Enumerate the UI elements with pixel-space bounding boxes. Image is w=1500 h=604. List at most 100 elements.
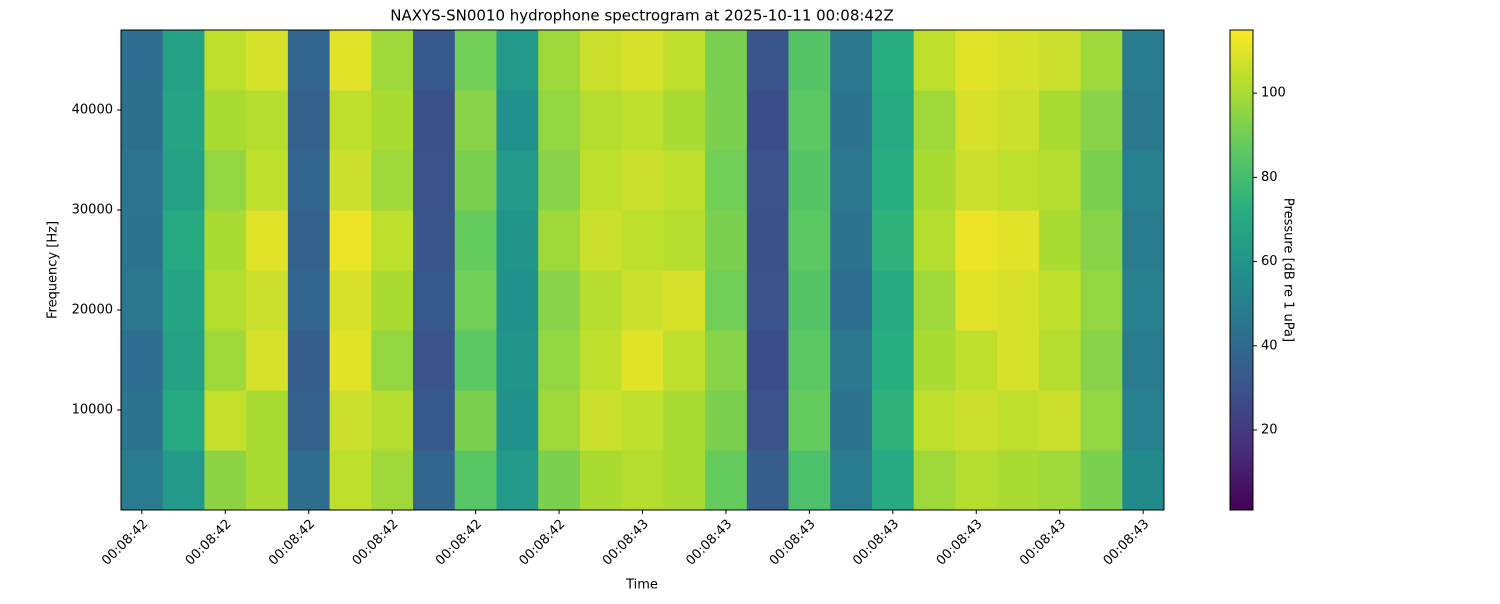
heat-cell xyxy=(621,150,664,211)
heat-cell xyxy=(121,450,164,511)
heat-cell xyxy=(246,390,289,451)
heat-cell xyxy=(287,150,331,211)
heat-cell xyxy=(621,330,664,391)
heat-cell xyxy=(371,450,414,511)
heat-cell xyxy=(496,150,539,211)
heat-cell xyxy=(663,270,706,331)
heat-cell xyxy=(204,390,247,451)
heat-cell xyxy=(705,30,748,91)
heat-cell xyxy=(371,390,414,451)
heat-cell xyxy=(1080,270,1123,331)
heat-cell xyxy=(413,150,456,211)
heat-cell xyxy=(162,150,205,211)
heat-cell xyxy=(162,90,205,151)
heat-cell xyxy=(705,150,748,211)
heat-cell xyxy=(913,30,956,91)
heat-cell xyxy=(287,450,331,511)
heat-cell xyxy=(788,450,831,511)
heat-cell xyxy=(413,270,456,331)
heat-cell xyxy=(454,390,497,451)
x-tick-label: 00:08:42 xyxy=(350,517,402,569)
y-tick-label: 40000 xyxy=(72,103,113,118)
y-axis-label: Frequency [Hz] xyxy=(46,221,61,319)
heat-cell xyxy=(579,450,623,511)
heat-cell xyxy=(871,450,915,511)
heat-cell xyxy=(705,270,748,331)
heat-cell xyxy=(746,30,790,91)
heat-cell xyxy=(579,90,623,151)
y-tick-label: 10000 xyxy=(72,403,113,418)
heat-cell xyxy=(788,330,831,391)
heat-cell xyxy=(204,330,247,391)
heat-cell xyxy=(705,90,748,151)
heat-cell xyxy=(1038,330,1082,391)
heat-cell xyxy=(788,270,831,331)
heat-cell xyxy=(913,210,956,271)
heat-cell xyxy=(413,390,456,451)
heat-cell xyxy=(830,450,873,511)
heat-cell xyxy=(162,390,205,451)
heat-cell xyxy=(955,450,998,511)
heat-cell xyxy=(746,270,790,331)
heat-cell xyxy=(705,210,748,271)
heat-cell xyxy=(579,150,623,211)
heat-cell xyxy=(371,330,414,391)
heat-cell xyxy=(579,390,623,451)
heat-cell xyxy=(663,90,706,151)
heat-cell xyxy=(1122,330,1165,391)
heat-cell xyxy=(538,330,581,391)
x-tick-label: 00:08:43 xyxy=(1017,517,1069,569)
heat-cell xyxy=(246,330,289,391)
heat-cell xyxy=(913,450,956,511)
heat-cell xyxy=(496,210,539,271)
colorbar xyxy=(1229,29,1254,511)
heat-cell xyxy=(454,330,497,391)
heat-cell xyxy=(246,270,289,331)
heat-cell xyxy=(830,390,873,451)
heat-cell xyxy=(371,210,414,271)
heat-cell xyxy=(1122,90,1165,151)
heat-cell xyxy=(496,270,539,331)
heat-cell xyxy=(913,90,956,151)
heat-cell xyxy=(955,30,998,91)
heat-cell xyxy=(871,270,915,331)
heat-cell xyxy=(371,150,414,211)
heat-cell xyxy=(246,210,289,271)
heat-cell xyxy=(121,150,164,211)
heat-cell xyxy=(496,330,539,391)
heat-cell xyxy=(913,270,956,331)
heat-cell xyxy=(246,450,289,511)
heat-cell xyxy=(204,150,247,211)
heat-cell xyxy=(1080,210,1123,271)
heat-cell xyxy=(621,210,664,271)
heat-cell xyxy=(538,390,581,451)
heat-cell xyxy=(204,210,247,271)
heat-cell xyxy=(329,330,372,391)
heat-cell xyxy=(371,270,414,331)
heat-cell xyxy=(913,390,956,451)
colorbar-label: Pressure [dB re 1 uPa] xyxy=(1281,198,1296,342)
heat-cell xyxy=(121,30,164,91)
colorbar-tick-label: 80 xyxy=(1261,170,1278,185)
heat-cell xyxy=(955,330,998,391)
heat-cell xyxy=(1080,30,1123,91)
heat-cell xyxy=(371,90,414,151)
x-tick-label: 00:08:43 xyxy=(1101,517,1153,569)
heat-cell xyxy=(579,330,623,391)
heat-cell xyxy=(705,330,748,391)
heat-cell xyxy=(997,90,1040,151)
heat-cell xyxy=(871,150,915,211)
heat-cell xyxy=(746,90,790,151)
heat-cell xyxy=(287,90,331,151)
heat-cell xyxy=(329,450,372,511)
heat-cell xyxy=(579,210,623,271)
heat-cell xyxy=(413,450,456,511)
heat-cell xyxy=(204,450,247,511)
x-tick-label: 00:08:42 xyxy=(516,517,568,569)
heat-cell xyxy=(621,270,664,331)
heat-cell xyxy=(538,150,581,211)
heat-cell xyxy=(871,90,915,151)
x-tick-label: 00:08:43 xyxy=(683,517,735,569)
heat-cell xyxy=(246,30,289,91)
